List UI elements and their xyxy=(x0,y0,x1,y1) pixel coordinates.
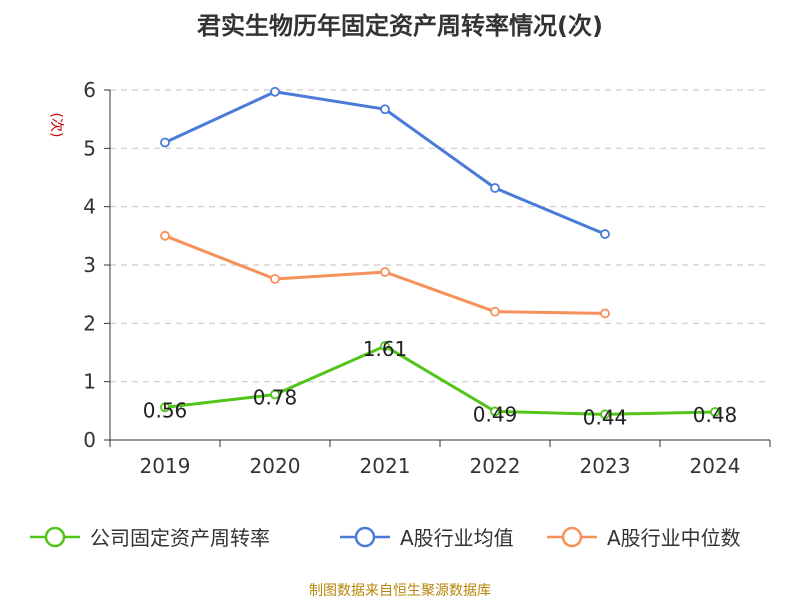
data-point[interactable] xyxy=(270,389,280,400)
data-point[interactable] xyxy=(380,267,390,277)
legend-marker xyxy=(44,526,66,548)
data-label: 0.78 xyxy=(253,386,298,410)
data-point[interactable] xyxy=(490,406,500,417)
y-axis-label: (次) xyxy=(48,113,64,138)
data-label: 0.49 xyxy=(473,402,518,426)
legend-item[interactable]: A股行业中位数 xyxy=(547,526,741,550)
y-tick-label: 2 xyxy=(83,311,96,335)
x-tick-label: 2019 xyxy=(140,454,191,478)
x-tick-label: 2022 xyxy=(470,454,521,478)
data-point[interactable] xyxy=(600,308,610,319)
series-group xyxy=(160,86,720,420)
x-tick-label: 2024 xyxy=(690,454,741,478)
data-label: 1.61 xyxy=(363,337,408,361)
data-point[interactable] xyxy=(160,402,170,413)
data-point[interactable] xyxy=(270,274,280,284)
legend-marker xyxy=(354,526,376,548)
y-tick-label: 1 xyxy=(83,370,96,394)
grid-lines xyxy=(110,89,770,383)
data-point[interactable] xyxy=(160,137,170,148)
y-tick-label: 6 xyxy=(83,78,96,102)
data-point[interactable] xyxy=(380,341,390,351)
series-line xyxy=(164,344,716,416)
data-point[interactable] xyxy=(380,104,390,115)
y-tick-label: 3 xyxy=(83,253,96,277)
data-label: 0.56 xyxy=(143,398,188,422)
data-point[interactable] xyxy=(710,407,720,417)
y-tick-label: 5 xyxy=(83,136,96,160)
data-point[interactable] xyxy=(490,183,500,193)
data-point[interactable] xyxy=(490,306,500,317)
legend-marker xyxy=(561,526,583,548)
y-tick-label: 0 xyxy=(83,428,96,452)
y-tick-label: 4 xyxy=(83,195,96,219)
data-label: 0.44 xyxy=(583,405,628,429)
legend-item[interactable]: 公司固定资产周转率 xyxy=(30,526,270,550)
legend-label: A股行业中位数 xyxy=(607,526,741,550)
data-point[interactable] xyxy=(160,230,170,241)
legend-label: 公司固定资产周转率 xyxy=(90,526,270,550)
data-label: 0.48 xyxy=(693,403,738,427)
x-tick-label: 2021 xyxy=(360,454,411,478)
axes: 0 1 2 3 4 5 6 2019 2020 2021 2022 2023 2024 xyxy=(83,78,771,478)
data-point[interactable] xyxy=(270,86,280,97)
legend[interactable]: 公司固定资产周转率 A股行业均值 A股行业中位数 xyxy=(30,526,741,550)
data-point[interactable] xyxy=(600,229,610,239)
chart-title: 君实生物历年固定资产周转率情况(次) xyxy=(197,12,603,40)
x-tick-label: 2020 xyxy=(250,454,301,478)
source-note: 制图数据来自恒生聚源数据库 xyxy=(309,583,491,599)
legend-label: A股行业均值 xyxy=(400,526,514,550)
x-tick-label: 2023 xyxy=(580,454,631,478)
legend-item[interactable]: A股行业均值 xyxy=(340,526,514,550)
data-point[interactable] xyxy=(600,409,610,420)
data-labels: 0.56 0.78 1.61 0.49 0.44 0.48 xyxy=(143,337,738,429)
